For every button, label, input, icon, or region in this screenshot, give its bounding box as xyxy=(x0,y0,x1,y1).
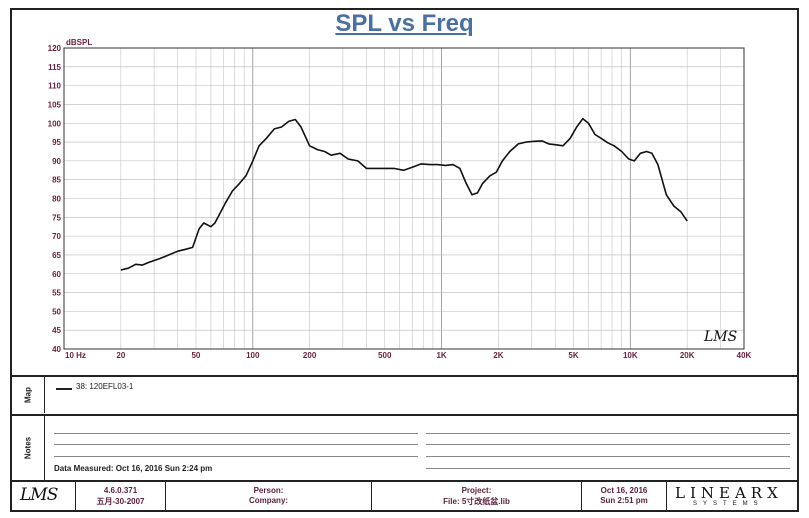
spl-frequency-chart: 40 45 50 55 60 65 70 75 80 85 90 95 100 105 110 115 120 d… xyxy=(48,38,752,360)
y-tick-label: 80 xyxy=(52,195,61,204)
lms-watermark: LMS xyxy=(703,329,737,345)
notes-line xyxy=(426,433,790,434)
y-tick-label: 45 xyxy=(52,326,61,335)
x-tick-label: 100 xyxy=(246,351,260,360)
notes-line xyxy=(54,456,418,457)
notes-line xyxy=(54,444,418,445)
chart-title: SPL vs Freq xyxy=(335,10,474,37)
y-tick-label: 85 xyxy=(52,176,61,185)
notes-line xyxy=(426,456,790,457)
x-tick-label: 200 xyxy=(303,351,317,360)
notes-line xyxy=(426,444,790,445)
lms-report-frame xyxy=(10,8,799,512)
x-tick-label: 500 xyxy=(378,351,392,360)
report-date: Oct 16, 2016 xyxy=(600,486,648,495)
version-cell: 4.6.0.371 五月-30-2007 xyxy=(76,482,166,510)
y-tick-label: 105 xyxy=(48,100,62,109)
y-axis-label: dBSPL xyxy=(66,38,92,47)
y-tick-label: 50 xyxy=(52,307,61,316)
legend-entry: 38: 120EFL03-1 xyxy=(76,382,134,391)
series-line xyxy=(120,117,688,271)
notes-divider xyxy=(10,480,799,482)
software-date: 五月-30-2007 xyxy=(96,497,145,506)
file-label: File: 5寸改纸盆.lib xyxy=(443,497,510,506)
company-label: Company: xyxy=(248,496,289,505)
person-label: Person: xyxy=(253,486,284,495)
report-time: Sun 2:51 pm xyxy=(600,496,648,505)
linearx-logo: LINEARX SYSTEMS xyxy=(675,484,783,507)
y-tick-label: 115 xyxy=(48,63,61,72)
x-tick-label: 20K xyxy=(680,351,695,360)
y-tick-label: 110 xyxy=(48,82,61,91)
x-tick-label: 10K xyxy=(623,351,638,360)
notes-side-label: Notes xyxy=(12,416,45,480)
project-cell: Project: File: 5寸改纸盆.lib xyxy=(372,482,582,510)
y-tick-label: 95 xyxy=(52,138,61,147)
x-tick-label: 50 xyxy=(191,351,200,360)
software-version: 4.6.0.371 xyxy=(103,486,138,495)
y-tick-label: 100 xyxy=(48,119,62,128)
map-divider xyxy=(10,414,799,416)
x-tick-label: 1K xyxy=(436,351,446,360)
chart-divider xyxy=(10,375,799,377)
y-tick-label: 70 xyxy=(52,232,61,241)
person-cell: Person: Company: xyxy=(166,482,372,510)
y-tick-label: 120 xyxy=(48,44,62,53)
y-tick-label: 90 xyxy=(52,157,61,166)
report-footer: LMS 4.6.0.371 五月-30-2007 Person: Company… xyxy=(12,482,797,510)
map-panel: Map 38: 120EFL03-1 xyxy=(12,377,797,413)
notes-panel: Notes Data Measured: Oct 16, 2016 Sun 2:… xyxy=(12,416,797,480)
x-tick-label: 5K xyxy=(568,351,578,360)
legend-swatch xyxy=(56,388,72,390)
y-tick-label: 65 xyxy=(52,251,61,260)
y-tick-label: 40 xyxy=(52,345,61,354)
x-tick-label: 10 Hz xyxy=(65,351,86,360)
x-tick-label: 2K xyxy=(493,351,503,360)
notes-line xyxy=(426,468,790,469)
y-tick-label: 55 xyxy=(52,289,61,298)
date-cell: Oct 16, 2016 Sun 2:51 pm xyxy=(582,482,667,510)
y-tick-label: 75 xyxy=(52,213,61,222)
x-tick-label: 20 xyxy=(116,351,125,360)
lms-logo: LMS xyxy=(12,482,76,510)
project-label: Project: xyxy=(461,486,492,495)
map-side-label: Map xyxy=(12,377,45,413)
x-tick-label: 40K xyxy=(737,351,752,360)
date-measured: Data Measured: Oct 16, 2016 Sun 2:24 pm xyxy=(54,464,213,473)
plot-border xyxy=(63,47,745,350)
notes-line xyxy=(54,433,418,434)
y-tick-label: 60 xyxy=(52,270,61,279)
